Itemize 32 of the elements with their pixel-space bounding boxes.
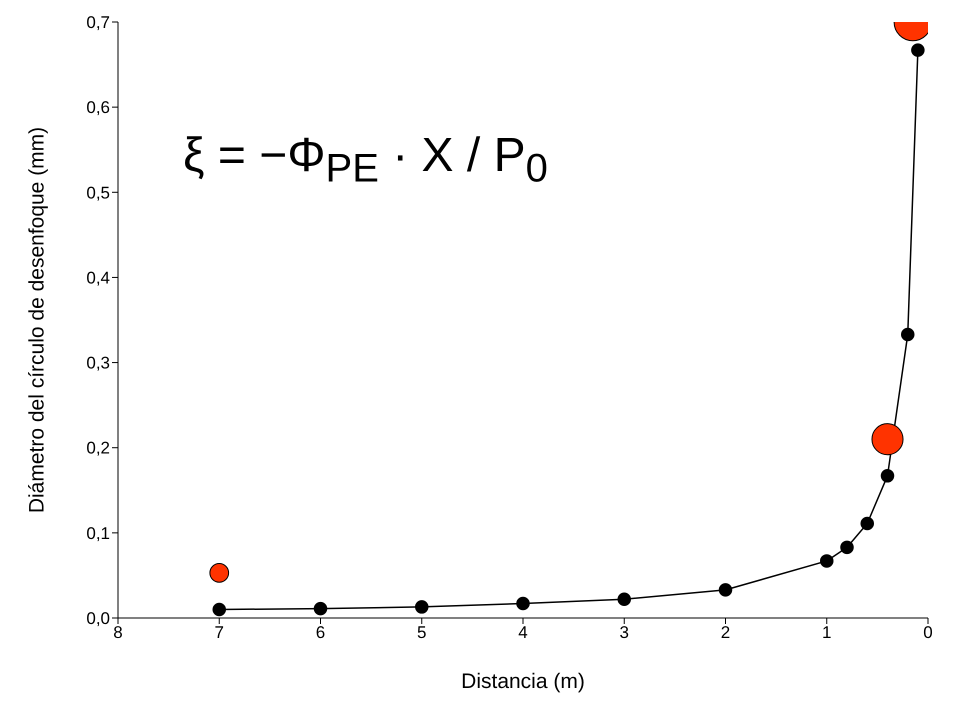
point	[516, 596, 530, 610]
x-tick-label: 7	[214, 623, 224, 642]
point	[911, 43, 925, 57]
x-tick-label: 2	[720, 623, 730, 642]
x-tick-label: 5	[417, 623, 426, 642]
x-tick-label: 6	[316, 623, 326, 642]
y-tick-label: 0,0	[86, 609, 110, 628]
x-axis-title: Distancia (m)	[461, 670, 585, 693]
point	[820, 554, 834, 568]
x-tick-label: 4	[518, 623, 528, 642]
point	[415, 600, 428, 614]
y-tick-label: 0,6	[86, 98, 110, 118]
point	[901, 328, 914, 342]
point	[718, 583, 732, 597]
point	[212, 602, 226, 616]
annotation: ξ = −Φ$_{PE}$ · X / P$_{0}$	[183, 128, 548, 192]
point	[860, 516, 874, 530]
y-tick-label: 0,2	[86, 438, 110, 458]
y-tick-label: 0,7	[86, 13, 110, 32]
point	[618, 592, 631, 606]
y-tick-label: 0,1	[86, 524, 110, 543]
point	[314, 602, 328, 616]
y-tick-label: 0,5	[86, 183, 110, 202]
y-tick-label: 0,4	[86, 268, 110, 288]
x-tick-label: 3	[620, 623, 629, 642]
point	[880, 469, 894, 483]
x-tick-label: 0	[923, 623, 933, 642]
y-tick-label: 0,3	[86, 354, 110, 373]
x-tick-label: 8	[113, 623, 123, 642]
y-axis-title: Diámetro del círculo de desenfoque (mm)	[25, 126, 48, 514]
x-tick-label: 1	[822, 623, 832, 642]
point	[840, 540, 854, 554]
